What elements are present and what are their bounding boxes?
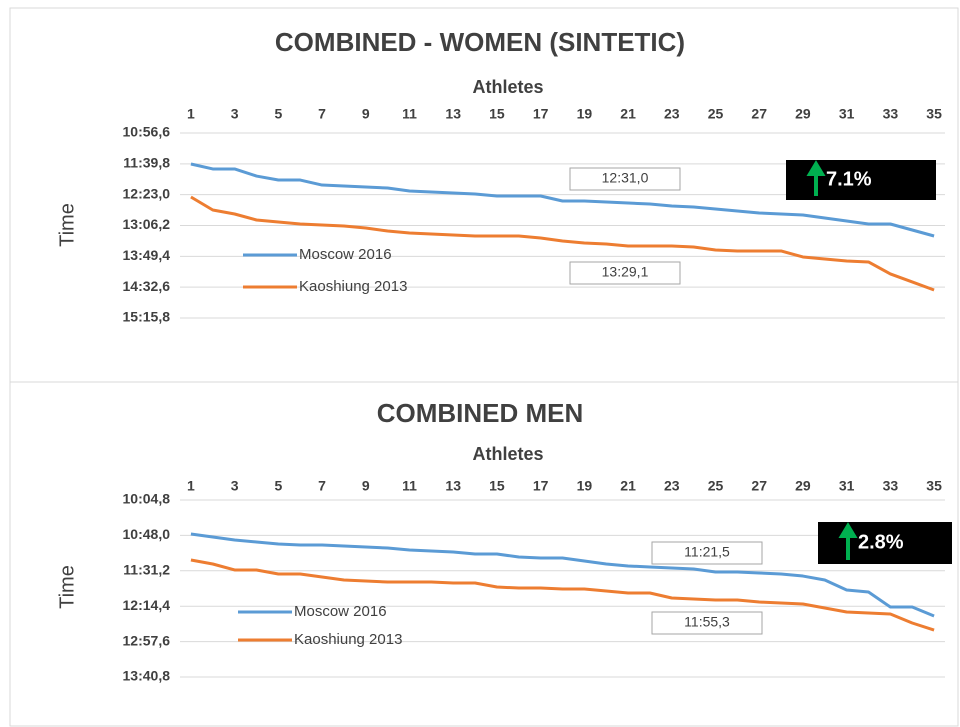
legend-label: Moscow 2016 [299,246,392,263]
x-tick-label: 3 [231,106,239,122]
y-tick-label: 11:31,2 [123,562,170,578]
x-tick-label: 27 [751,106,767,122]
x-tick-label: 33 [883,478,899,494]
legend-label: Kaoshiung 2013 [294,631,402,648]
y-tick-label: 13:49,4 [123,247,171,263]
badge-text: 2.8% [858,531,904,553]
annotation-box [569,167,681,191]
line-series [190,162,935,238]
x-tick-label: 23 [664,478,680,494]
x-tick-label: 3 [231,478,239,494]
annotation-box [569,261,681,285]
x-tick-label: 7 [318,106,326,122]
x-tick-label: 29 [795,478,811,494]
annotation: 11:55,3 [684,614,730,630]
badge-text: 7.1% [826,168,872,190]
y-tick-label: 10:48,0 [123,526,171,542]
up-arrow [838,522,858,560]
x-tick-label: 17 [533,478,549,494]
x-tick-label: 31 [839,106,855,122]
x-tick-label: 15 [489,478,505,494]
y-tick-label: 13:06,2 [123,216,171,232]
y-tick-label: 10:04,8 [123,491,171,507]
y-tick-label: 12:14,4 [123,597,171,613]
y-tick-label: 12:57,6 [123,632,171,648]
x-tick-label: 23 [664,106,680,122]
x-tick-label: 9 [362,106,370,122]
badge-box [818,522,952,564]
y-tick-label: 14:32,6 [123,278,171,294]
line-series [190,558,935,632]
annotation-box [651,541,763,565]
x-axis-title: Athletes [472,77,543,97]
annotation: 13:29,1 [602,264,649,280]
chart-title: COMBINED MEN [377,398,584,428]
x-tick-label: 21 [620,478,636,494]
x-tick-label: 13 [445,478,461,494]
y-tick-label: 12:23,0 [123,185,171,201]
x-tick-label: 7 [318,478,326,494]
x-tick-label: 17 [533,106,549,122]
y-tick-label: 15:15,8 [123,309,171,325]
x-tick-label: 1 [187,106,195,122]
x-tick-label: 11 [402,106,417,122]
y-tick-label: 10:56,6 [123,124,171,140]
y-axis-title: Time [56,203,78,247]
line-series [190,532,935,618]
badge-box [786,160,936,200]
chart-title: COMBINED - WOMEN (SINTETIC) [275,27,685,57]
annotation: 11:21,5 [684,544,730,560]
y-tick-label: 13:40,8 [123,668,171,684]
x-tick-label: 19 [577,106,593,122]
legend-label: Moscow 2016 [294,603,387,620]
up-arrow [806,160,826,196]
x-tick-label: 25 [708,478,724,494]
y-tick-label: 11:39,8 [123,155,170,171]
x-tick-label: 1 [187,478,195,494]
x-axis-title: Athletes [472,444,543,464]
x-tick-label: 25 [708,106,724,122]
x-tick-label: 15 [489,106,505,122]
x-tick-label: 13 [445,106,461,122]
x-tick-label: 9 [362,478,370,494]
x-tick-label: 31 [839,478,855,494]
legend-label: Kaoshiung 2013 [299,278,407,295]
x-tick-label: 27 [751,478,767,494]
x-tick-label: 11 [402,478,417,494]
x-tick-label: 29 [795,106,811,122]
x-tick-label: 21 [620,106,636,122]
annotation-box [651,611,763,635]
annotation: 12:31,0 [602,170,649,186]
x-tick-label: 5 [274,106,282,122]
x-tick-label: 33 [883,106,899,122]
x-tick-label: 5 [274,478,282,494]
x-tick-label: 35 [926,106,942,122]
x-tick-label: 35 [926,478,942,494]
line-series [190,195,935,292]
x-tick-label: 19 [577,478,593,494]
y-axis-title: Time [56,565,78,609]
